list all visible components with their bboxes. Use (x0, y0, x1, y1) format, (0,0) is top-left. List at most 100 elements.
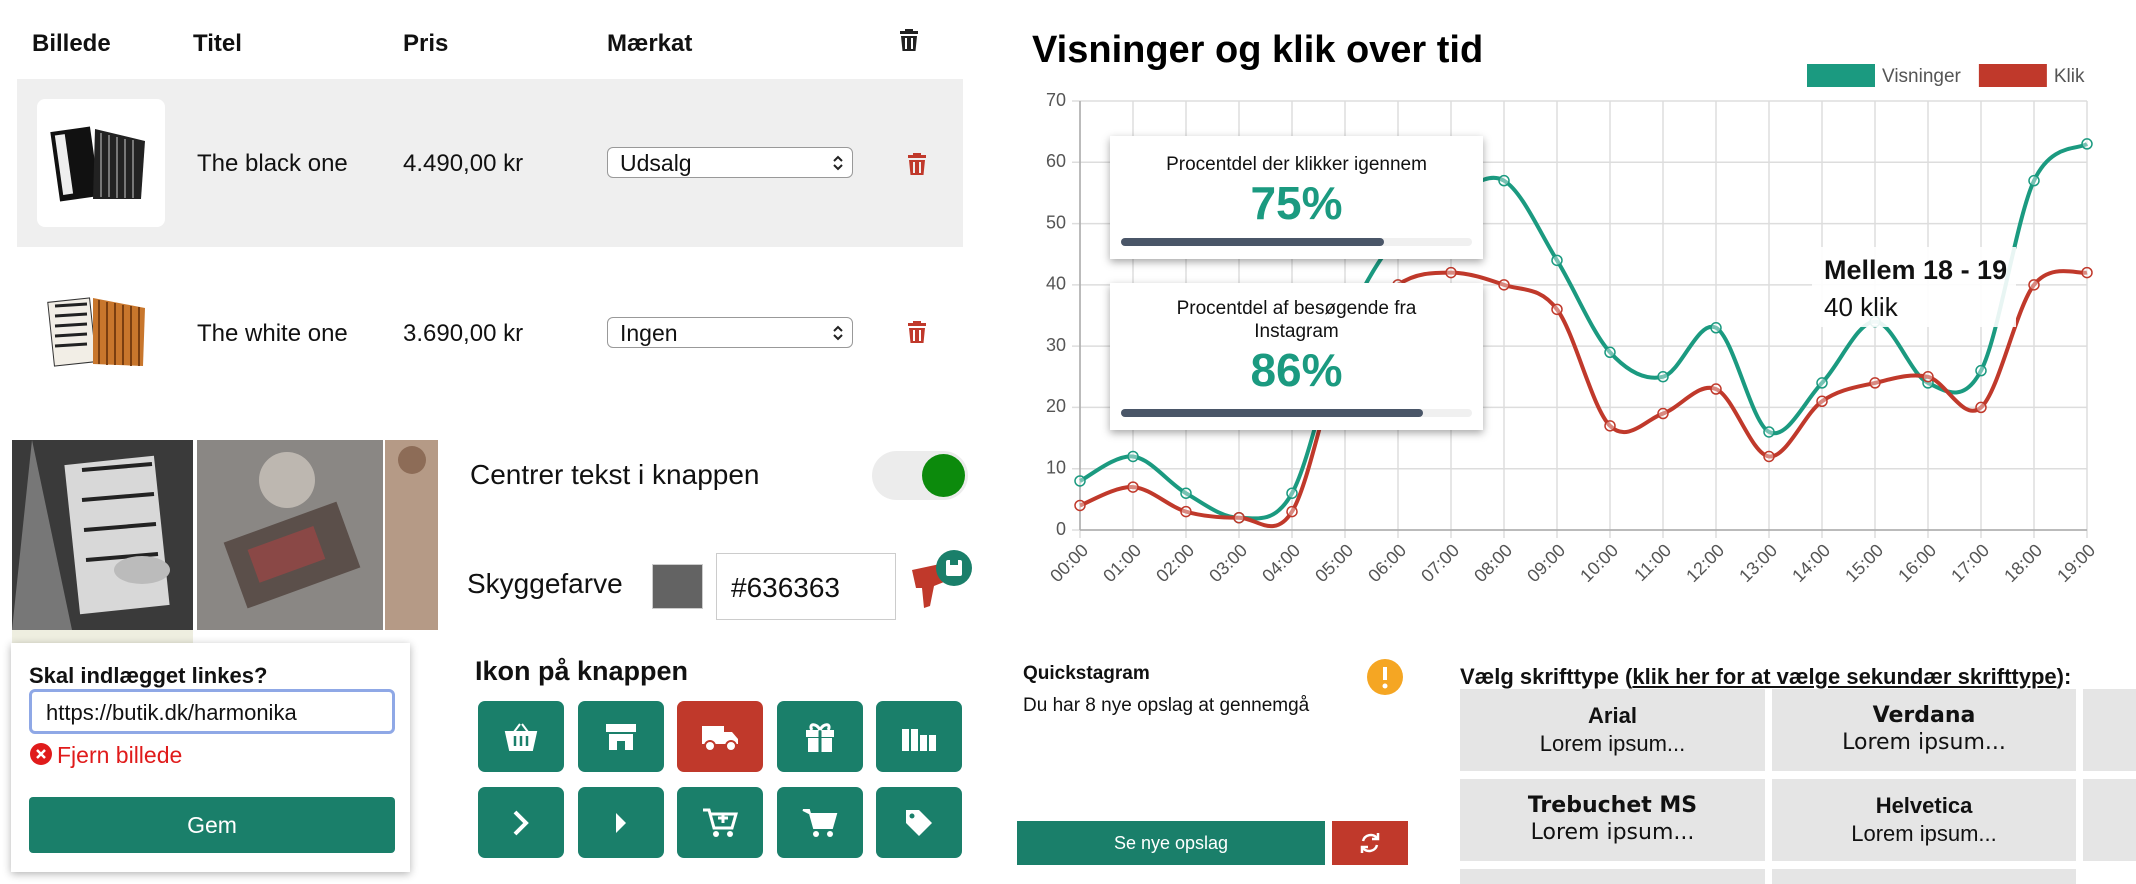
data-point (1975, 364, 1987, 377)
tooltip-title: Mellem 18 - 19 (1824, 255, 2008, 285)
y-tick-label: 60 (1046, 151, 1066, 171)
delete-icon[interactable] (907, 152, 927, 176)
y-tick-label: 30 (1046, 335, 1066, 355)
icon-button[interactable] (777, 787, 863, 858)
icon-button[interactable] (876, 701, 962, 772)
widget-title: Quickstagram (1023, 663, 1150, 684)
data-point (2081, 266, 2093, 279)
data-point (1604, 346, 1616, 359)
x-tick-label: 12:00 (1682, 540, 1728, 586)
x-tick-label: 00:00 (1046, 540, 1092, 586)
font-name: Verdana (1872, 703, 1976, 728)
chart-title: Visninger og klik over tid (1032, 29, 1483, 71)
popup-question: Skal indlægget linkes? (29, 663, 268, 688)
remove-image-link[interactable]: Fjern billede (57, 742, 183, 768)
progress-bar (1121, 409, 1423, 417)
data-point (1869, 377, 1881, 389)
legend-swatch (1978, 64, 2047, 87)
data-point (2028, 174, 2040, 187)
toggle-switch[interactable] (872, 451, 968, 500)
font-option[interactable]: Trebuchet MS Lorem ipsum... (1460, 779, 1765, 861)
data-point (1763, 426, 1775, 438)
accordion-image (47, 297, 145, 367)
icon-button[interactable] (876, 787, 962, 858)
column-header: Billede (32, 30, 111, 57)
y-tick-label: 10 (1046, 457, 1066, 477)
legend-label: Klik (2054, 66, 2085, 87)
x-tick-label: 09:00 (1523, 540, 1569, 586)
label-select[interactable]: Udsalg (607, 147, 853, 178)
data-point (1657, 371, 1669, 383)
widget-message: Du har 8 nye opslag at gennemgå (1023, 695, 1310, 716)
product-image (37, 268, 165, 396)
tooltip-text: 40 klik (1824, 292, 1898, 322)
url-input[interactable]: https://butik.dk/harmonika (29, 689, 395, 734)
data-point (2081, 138, 2093, 150)
paint-save-icon[interactable] (904, 548, 976, 612)
stat-card: Procentdel der klikker igennem 75% (1110, 136, 1483, 259)
select-arrows (833, 325, 843, 341)
font-picker-label: Vælg skrifttype (klik her for at vælge s… (1460, 664, 2071, 690)
legend-swatch (1807, 64, 1875, 87)
x-tick-label: 11:00 (1630, 540, 1675, 585)
icon-button[interactable] (578, 787, 664, 858)
color-input[interactable]: #636363 (716, 553, 896, 620)
select-value: Udsalg (620, 150, 692, 176)
font-sample: Lorem ipsum... (1530, 820, 1695, 845)
icon-button[interactable] (677, 701, 763, 772)
data-point (1233, 511, 1245, 524)
delete-icon[interactable] (907, 320, 927, 344)
view-posts-button[interactable]: Se nye opslag (1017, 821, 1325, 865)
stat-label: Procentdel der klikker igennem (1166, 154, 1427, 175)
font-sample: Lorem ipsum... (1842, 730, 2006, 755)
secondary-font-link[interactable]: klik her for at vælge sekundær skrifttyp… (1632, 664, 2057, 689)
font-option[interactable] (1772, 869, 2076, 884)
icon-button[interactable] (777, 701, 863, 772)
font-name: Trebuchet MS (1527, 793, 1698, 818)
series-line (1079, 142, 2089, 521)
data-point (1498, 279, 1510, 291)
x-tick-label: 05:00 (1311, 540, 1357, 586)
column-header: Pris (403, 30, 449, 57)
save-button[interactable]: Gem (29, 797, 395, 853)
label-text: ): (2056, 664, 2072, 689)
stat-value: 75% (1250, 177, 1343, 229)
legend-label: Visninger (1882, 66, 1962, 87)
y-tick-label: 70 (1046, 90, 1066, 110)
label-text: Vælg skrifttype ( (1460, 664, 1633, 689)
icon-button[interactable] (478, 701, 564, 772)
stat-card: Procentdel af besøgende fra Instagram 86… (1110, 283, 1483, 430)
data-point (1445, 266, 1457, 279)
data-point (2028, 279, 2040, 291)
font-option[interactable]: Arial Lorem ipsum... (1460, 689, 1765, 771)
font-option[interactable]: Helvetica Lorem ipsum... (1772, 779, 2076, 861)
font-option[interactable] (2083, 779, 2136, 861)
label-select[interactable]: Ingen (607, 317, 853, 348)
icon-button[interactable] (578, 701, 664, 772)
remove-icon (30, 743, 52, 765)
data-point (1074, 499, 1086, 512)
icon-button[interactable] (478, 787, 564, 858)
toggle-knob (922, 454, 965, 497)
font-option[interactable] (1460, 869, 1765, 884)
product-title: The black one (197, 150, 348, 177)
refresh-button[interactable] (1332, 821, 1408, 865)
x-tick-label: 13:00 (1735, 540, 1781, 586)
delete-all-icon[interactable] (899, 28, 919, 52)
x-tick-label: 10:00 (1576, 540, 1622, 586)
font-option[interactable]: Verdana Lorem ipsum... (1772, 689, 2076, 771)
data-point (1816, 395, 1828, 408)
data-point (1127, 481, 1139, 493)
font-option[interactable] (2083, 689, 2136, 771)
y-tick-label: 20 (1046, 396, 1066, 416)
icon-button[interactable] (677, 787, 763, 858)
color-swatch[interactable] (652, 564, 703, 609)
series-line (1079, 269, 2088, 528)
font-sample: Lorem ipsum... (1851, 821, 1997, 846)
y-tick-label: 0 (1056, 519, 1066, 539)
data-point (1763, 450, 1775, 463)
stat-label: Procentdel af besøgende fra Instagram (1176, 298, 1417, 342)
select-arrows (833, 155, 843, 171)
data-point (1180, 487, 1192, 499)
x-tick-label: 04:00 (1258, 540, 1304, 586)
